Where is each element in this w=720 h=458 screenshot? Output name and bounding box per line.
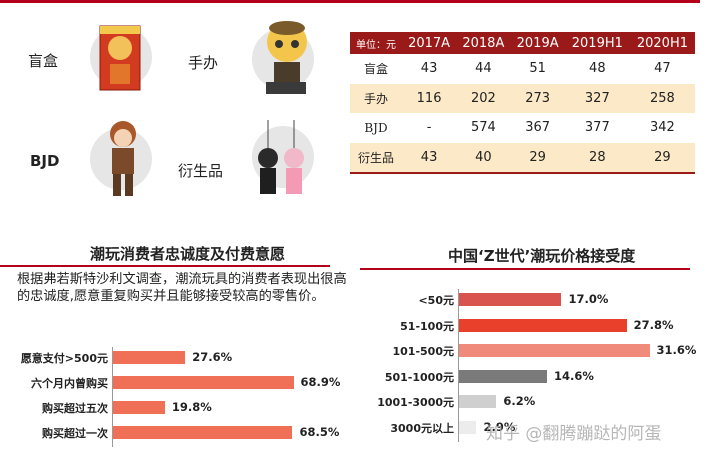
bar <box>113 351 186 364</box>
blind-box-figure-icon <box>99 25 141 91</box>
table-cell: 43 <box>401 142 457 174</box>
label-blind-box: 盲盒 <box>28 52 59 70</box>
loyalty-description: 根据弗若斯特沙利文调查，潮流玩具的消费者表现出很高的忠诚度,愿意重复购买并且能够… <box>17 272 347 304</box>
bar <box>113 401 165 414</box>
table-row-label: 衍生品 <box>350 142 402 174</box>
bar-value-label: 17.0% <box>568 292 609 306</box>
table-row: 衍生品 43 40 29 28 29 <box>350 142 695 174</box>
bar-value-label: 27.6% <box>192 350 233 364</box>
table-unit-header: 单位：元 <box>350 32 402 54</box>
table-row-label: 手办 <box>350 83 402 113</box>
bar-category-label: 3000元以上 <box>390 421 454 435</box>
bar <box>459 344 650 357</box>
table-cell: 367 <box>525 120 551 136</box>
table-cell: 44 <box>475 61 492 77</box>
bar <box>459 318 627 332</box>
table-row-label: 盲盒 <box>363 62 388 77</box>
table-cell: 258 <box>629 83 695 113</box>
bar <box>113 376 294 389</box>
bar-value-label: 19.8% <box>171 400 212 414</box>
table-column-header: 2020H1 <box>629 32 695 54</box>
table-column-header: 2018A <box>456 32 511 54</box>
label-figure: 手办 <box>188 54 219 72</box>
bar-category-label: 501-1000元 <box>384 370 454 384</box>
price-table: 单位：元 2017A 2018A 2019A 2019H1 2020H1 盲盒 … <box>350 32 695 174</box>
table-row: BJD - 574 367 377 342 <box>350 113 695 143</box>
bar-value-label: 6.2% <box>503 394 536 408</box>
table-cell: 116 <box>401 83 457 113</box>
table-cell: 48 <box>589 61 606 77</box>
price-acceptance-title: 中国‘Z世代’潮玩价格接受度 <box>448 247 636 265</box>
bar-value-label: 2.9% <box>483 419 516 434</box>
table-cell: 51 <box>529 61 546 77</box>
bjd-doll-icon <box>110 121 136 196</box>
bar <box>113 426 293 439</box>
label-derivative: 衍生品 <box>178 162 224 180</box>
chart-axis <box>458 289 459 442</box>
table-cell: 40 <box>456 142 511 174</box>
table-header-row: 单位：元 2017A 2018A 2019A 2019H1 2020H1 <box>350 32 695 54</box>
bar-category-label: 51-100元 <box>400 319 454 333</box>
bar-category-label: 购买超过一次 <box>42 427 108 440</box>
bar-category-label: 六个月内曾购买 <box>31 377 108 390</box>
keychain-derivative-icon <box>258 120 304 194</box>
bar-category-label: 购买超过五次 <box>42 402 108 415</box>
table-column-header: 2019H1 <box>564 32 630 54</box>
table-cell: 574 <box>470 120 496 136</box>
table-cell: 29 <box>629 142 695 174</box>
bar-category-label: 愿意支付>500元 <box>20 352 108 365</box>
price-title-underline <box>360 268 690 270</box>
table-row: 手办 116 202 273 327 258 <box>350 83 695 113</box>
bar-value-label: 68.9% <box>300 375 341 389</box>
bar-category-label: 1001-3000元 <box>377 396 454 409</box>
table-column-header: 2017A <box>401 32 457 54</box>
table-row: 盲盒 43 44 51 48 47 <box>350 54 695 84</box>
table-cell: 47 <box>654 61 671 77</box>
table-cell: 377 <box>584 120 610 136</box>
bar <box>459 293 562 306</box>
table-cell: - <box>426 120 432 136</box>
bar-value-label: 14.6% <box>554 368 594 383</box>
bar-category-label: 101-500元 <box>392 345 455 358</box>
hand-figure-icon <box>266 21 307 94</box>
label-bjd: BJD <box>30 152 60 170</box>
watermark: 知乎 @翻腾蹦跶的阿蛋 <box>486 424 662 444</box>
bar-value-label: 27.8% <box>633 317 674 332</box>
table-cell: 327 <box>564 83 630 113</box>
bar-value-label: 31.6% <box>656 343 697 357</box>
table-cell: 273 <box>510 83 565 113</box>
table-cell: 28 <box>564 142 630 174</box>
table-column-header: 2019A <box>510 32 565 54</box>
table-cell: 342 <box>650 120 675 136</box>
loyalty-title: 潮玩消费者忠诚度及付费意愿 <box>90 245 286 263</box>
bar-value-label: 68.5% <box>299 425 340 439</box>
chart-axis <box>112 347 113 447</box>
bar <box>459 420 477 434</box>
bar <box>459 395 497 408</box>
bar <box>459 369 548 383</box>
table-row-label: BJD <box>364 120 388 135</box>
table-cell: 202 <box>456 83 511 113</box>
loyalty-title-underline <box>0 265 330 267</box>
table-cell: 29 <box>510 142 565 174</box>
top-accent-line <box>0 0 700 3</box>
table-cell: 43 <box>420 61 438 77</box>
bar-category-label: <50元 <box>418 294 454 307</box>
